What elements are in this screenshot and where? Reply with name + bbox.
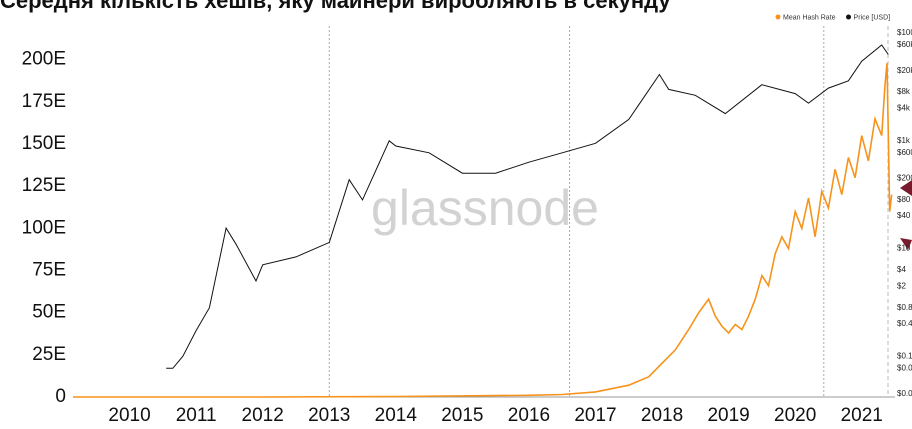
x-tick-label: 2018 xyxy=(641,405,683,426)
y-tick-label: 0 xyxy=(55,386,66,407)
y2-tick-label: $0.8 xyxy=(897,303,912,312)
y2-tick-label: $60k xyxy=(897,40,912,49)
legend-swatch xyxy=(846,14,852,20)
legend-label: Mean Hash Rate xyxy=(783,14,836,21)
line xyxy=(166,44,889,369)
y-tick-label: 200E xyxy=(22,49,66,70)
x-tick-label: 2013 xyxy=(308,405,350,426)
arrow xyxy=(900,180,912,196)
x-tick-label: 2015 xyxy=(441,405,483,426)
arrow xyxy=(900,238,912,250)
y-tick-label: 100E xyxy=(22,217,66,238)
y-tick-label: 125E xyxy=(22,175,66,196)
y2-tick-label: $0.1 xyxy=(897,351,912,360)
y2-tick-label: $0.06 xyxy=(897,363,912,372)
x-tick-label: 2012 xyxy=(242,405,284,426)
y2-tick-label: $8k xyxy=(897,87,911,96)
y2-tick-label: $600 xyxy=(897,148,912,157)
y-tick-label: 175E xyxy=(22,91,66,112)
y2-tick-label: $200 xyxy=(897,174,912,183)
y2-tick-label: $2 xyxy=(897,281,906,290)
y-tick-label: 75E xyxy=(32,260,66,281)
x-tick-label: 2014 xyxy=(375,405,418,426)
legend-label: Price [USD] xyxy=(854,14,891,21)
y2-tick-label: $40 xyxy=(897,211,911,220)
y2-tick-label: $20k xyxy=(897,66,912,75)
y2-tick-label: $4 xyxy=(897,265,906,274)
x-tick-label: 2020 xyxy=(774,405,816,426)
line xyxy=(73,63,893,398)
y2-tick-label: $0.02 xyxy=(897,389,912,398)
y2-tick-label: $0.4 xyxy=(897,319,912,328)
x-tick-label: 2016 xyxy=(508,405,550,426)
legend-swatch xyxy=(775,14,781,20)
x-tick-label: 2011 xyxy=(176,405,217,426)
x-tick-label: 2017 xyxy=(574,405,616,426)
y2-tick-label: $80 xyxy=(897,195,911,204)
x-tick-label: 2010 xyxy=(108,405,150,426)
y-tick-label: 50E xyxy=(32,302,66,323)
y2-tick-label: $100k xyxy=(897,28,912,37)
x-tick-label: 2021 xyxy=(841,405,883,426)
watermark: glassnode xyxy=(371,180,599,236)
chart-title: Середня кількість хешів, яку майнери вир… xyxy=(0,0,671,13)
y2-tick-label: $4k xyxy=(897,103,911,112)
y2-tick-label: $1k xyxy=(897,136,911,145)
y-tick-label: 25E xyxy=(32,344,66,365)
x-tick-label: 2019 xyxy=(707,405,749,426)
y-tick-label: 150E xyxy=(22,133,66,154)
y2-tick-label: $10 xyxy=(897,244,911,253)
